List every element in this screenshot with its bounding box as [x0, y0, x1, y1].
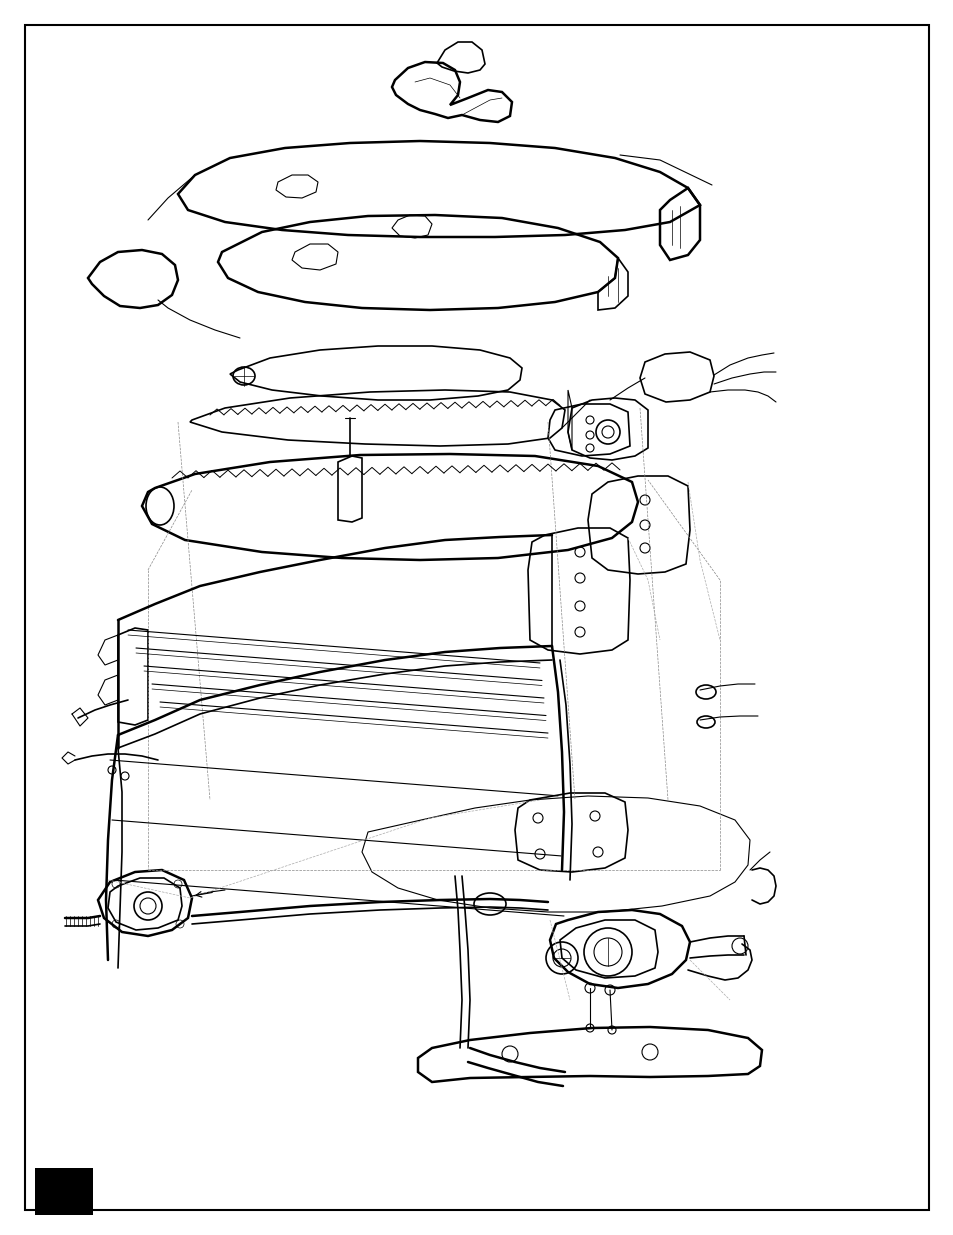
Bar — [35, 1168, 92, 1215]
